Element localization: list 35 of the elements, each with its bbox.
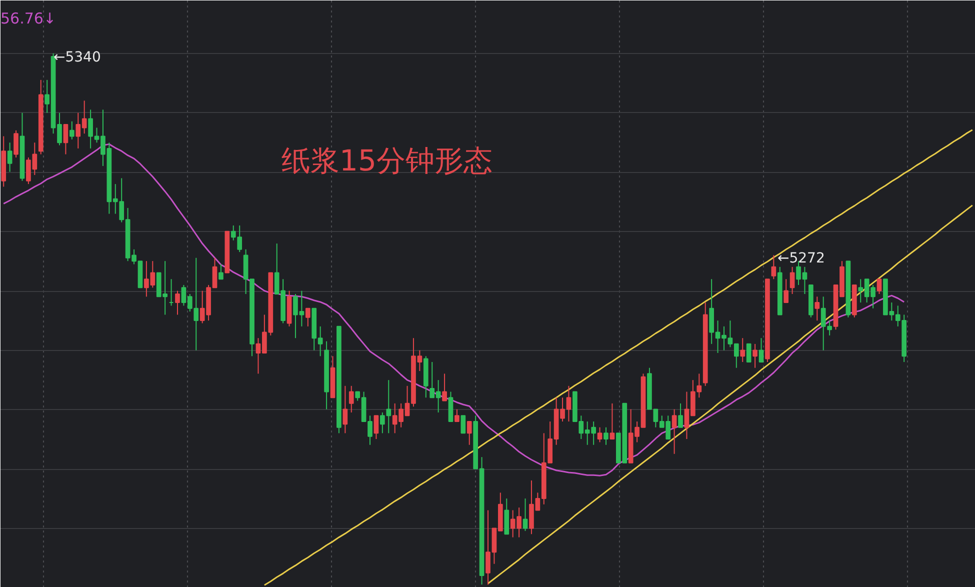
candlestick (69, 120, 74, 140)
candlestick (442, 373, 447, 402)
candlestick (740, 338, 746, 362)
candlestick (466, 420, 472, 446)
candlestick (678, 402, 683, 428)
candlestick (522, 498, 528, 532)
candlestick (672, 408, 677, 454)
candlestick (374, 415, 379, 440)
candlestick (348, 385, 354, 413)
annotation: ←5272 (778, 250, 825, 266)
candlestick (305, 308, 310, 327)
candlestick (63, 124, 68, 155)
text: 56.76↓ (0, 10, 56, 28)
candlestick (7, 142, 12, 172)
candlestick (14, 130, 18, 158)
candlestick (610, 402, 615, 440)
candlestick (597, 426, 602, 443)
candlestick (454, 408, 460, 422)
candlestick (604, 426, 608, 446)
candlestick (784, 278, 789, 303)
text: 纸浆15分钟形态 (282, 144, 492, 178)
candlestick (752, 343, 758, 368)
candlestick (876, 278, 882, 294)
candlestick (746, 343, 752, 362)
candlestick (448, 391, 454, 422)
candlestick (771, 254, 776, 280)
annotation: ←5340 (54, 50, 101, 66)
candlestick (218, 264, 224, 280)
candlestick (460, 415, 466, 434)
candlestick (342, 385, 348, 434)
candlestick (175, 290, 180, 316)
candlestick (758, 338, 764, 362)
candlestick (790, 266, 795, 294)
candlestick (504, 498, 510, 535)
candlestick (814, 296, 820, 322)
